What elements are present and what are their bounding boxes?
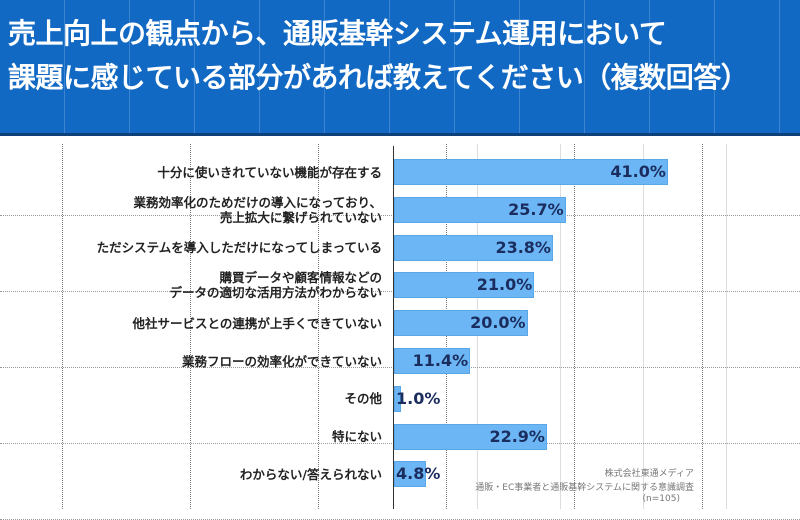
bar xyxy=(394,385,401,412)
category-label-line: その他 xyxy=(344,391,382,407)
value-label: 25.7% xyxy=(508,199,564,219)
category-label-line: 購買データや顧客情報などの xyxy=(219,270,382,286)
category-label-line: 十分に使いきれていない機能が存在する xyxy=(157,164,382,180)
gridline-dotted xyxy=(574,144,575,509)
category-label-line: データの適切な活用方法がわからない xyxy=(169,285,382,301)
value-label: 21.0% xyxy=(476,275,533,295)
bar xyxy=(394,159,668,185)
bar xyxy=(394,348,471,374)
category-label: その他 xyxy=(22,391,382,406)
y-axis-line xyxy=(393,146,394,509)
category-label: 業務フローの効率化ができていない xyxy=(22,354,382,369)
gridline-dotted xyxy=(62,144,63,509)
bar xyxy=(394,310,528,337)
bar xyxy=(394,196,566,223)
gridline xyxy=(560,144,561,509)
gridline xyxy=(726,144,727,509)
value-label: 23.8% xyxy=(495,237,551,257)
gridline-dotted xyxy=(318,144,319,509)
source-sample-size: (n=105) xyxy=(642,494,680,504)
category-label-line: ただシステムを導入しただけになってしまっている xyxy=(96,240,382,256)
category-label-line: 売上拡大に繋げられていない xyxy=(219,209,382,225)
bar xyxy=(394,461,427,488)
value-label: 20.0% xyxy=(470,313,526,333)
source-survey: 通販・EC事業者と通販基幹システムに関する意識調査 xyxy=(475,483,694,493)
value-label: 11.4% xyxy=(412,351,469,370)
category-label-line: 業務フローの効率化ができていない xyxy=(181,353,382,369)
category-label: わからない/答えられない xyxy=(22,467,382,482)
value-label: 41.0% xyxy=(610,162,666,181)
category-label: 十分に使いきれていない機能が存在する xyxy=(22,165,382,180)
value-label: 1.0% xyxy=(396,388,441,408)
chart-header: 売上向上の観点から、通販基幹システム運用において 課題に感じている部分があれば教… xyxy=(0,0,800,136)
bar-chart: 十分に使いきれていない機能が存在する 41.0% 業務効率化のためだけの導入になって… xyxy=(0,136,800,520)
category-label-line: わからない/答えられない xyxy=(239,466,382,482)
category-label: ただシステムを導入しただけになってしまっている xyxy=(22,240,382,255)
value-label: 4.8% xyxy=(396,464,441,484)
chart-title-line-2: 課題に感じている部分があれば教えてください（複数回答） xyxy=(8,61,749,94)
gridline xyxy=(643,144,644,509)
bar xyxy=(394,423,547,450)
category-label-line: 他社サービスとの連携が上手くできていない xyxy=(132,315,382,331)
category-label: 業務効率化のためだけの導入になっており、 売上拡大に繋げられていない xyxy=(22,195,382,225)
gridline-dotted xyxy=(190,144,191,509)
value-label: 22.9% xyxy=(489,426,545,446)
category-label: 購買データや顧客情報などの データの適切な活用方法がわからない xyxy=(22,270,382,300)
source-company: 株式会社東通メディア xyxy=(604,469,694,479)
category-label: 他社サービスとの連携が上手くできていない xyxy=(22,316,382,331)
bar xyxy=(394,234,553,261)
category-label-line: 特にない xyxy=(331,429,382,445)
category-label-line: 業務効率化のためだけの導入になっており、 xyxy=(133,194,382,210)
chart-title-line-1: 売上向上の観点から、通販基幹システム運用において xyxy=(8,17,667,50)
gridline-dotted xyxy=(702,144,703,509)
bar xyxy=(394,272,535,299)
category-label: 特にない xyxy=(22,429,382,444)
